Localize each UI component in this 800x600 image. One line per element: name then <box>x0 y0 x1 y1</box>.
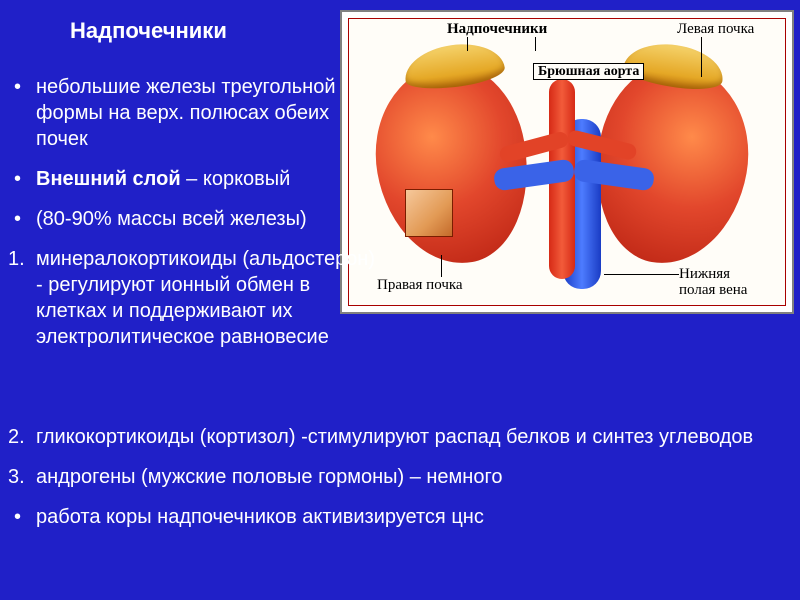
leader-line <box>467 37 468 51</box>
list-item: гликокортикоиды (кортизол) -стимулируют … <box>8 424 788 450</box>
kidney-cut-section <box>405 189 453 237</box>
text-after: – корковый <box>181 168 291 190</box>
bold-text: Внешний слой <box>36 168 181 190</box>
label-right-kidney: Правая почка <box>377 277 463 294</box>
list-item: Внешний слой – корковый <box>8 166 378 192</box>
list-item: минералокортикоиды (альдостерон) - регул… <box>8 246 378 350</box>
bottom-text-block: гликокортикоиды (кортизол) -стимулируют … <box>8 420 788 544</box>
leader-line <box>701 37 702 77</box>
list-item: (80-90% массы всей железы) <box>8 206 378 232</box>
leader-line <box>441 255 442 277</box>
label-ivc-line1: Нижняя <box>679 266 730 282</box>
label-aorta-text: Брюшная аорта <box>538 64 639 79</box>
leader-line <box>535 37 536 51</box>
list-item: работа коры надпочечников активизируется… <box>8 504 788 530</box>
list-item: небольшие железы треугольной формы на ве… <box>8 74 378 152</box>
label-ivc-line2: полая вена <box>679 282 747 298</box>
label-ivc: Нижняя полая вена <box>679 267 747 299</box>
label-adrenals: Надпочечники <box>447 21 547 38</box>
anatomy-figure: Надпочечники Левая почка Брюшная аорта П… <box>340 10 794 314</box>
list-item: андрогены (мужские половые гормоны) – не… <box>8 464 788 490</box>
label-left-kidney: Левая почка <box>677 21 754 38</box>
label-aorta-box: Брюшная аорта <box>533 63 644 80</box>
figure-inner: Надпочечники Левая почка Брюшная аорта П… <box>348 18 786 306</box>
left-text-block: небольшие железы треугольной формы на ве… <box>8 70 378 364</box>
slide-title: Надпочечники <box>70 18 227 44</box>
leader-line <box>604 274 679 275</box>
